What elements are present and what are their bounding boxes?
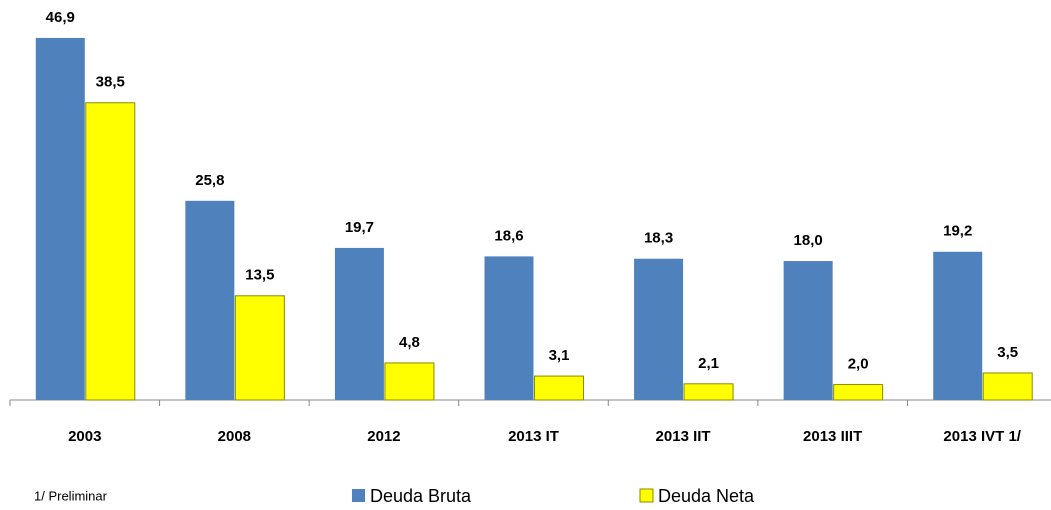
value-label: 13,5	[245, 267, 274, 284]
legend-swatch	[639, 488, 654, 503]
footnote: 1/ Preliminar	[34, 488, 108, 503]
value-label: 18,3	[644, 230, 673, 247]
x-tick-label: 2013 IIIT	[803, 428, 862, 445]
bar	[484, 256, 534, 400]
bar	[35, 37, 85, 400]
bar	[234, 295, 285, 401]
value-label: 2,1	[698, 355, 719, 372]
bar	[634, 258, 684, 400]
bar	[534, 375, 584, 401]
bar	[683, 383, 734, 401]
x-tick-label: 2008	[218, 428, 251, 445]
value-label: 25,8	[195, 172, 224, 189]
legend-label: Deuda Neta	[658, 486, 755, 506]
value-label: 3,5	[997, 344, 1018, 361]
value-label: 19,7	[345, 219, 374, 236]
x-tick-label: 2012	[367, 428, 400, 445]
legend-label: Deuda Bruta	[370, 486, 472, 506]
x-tick-label: 2003	[68, 428, 101, 445]
bar	[85, 102, 136, 401]
bar	[933, 251, 983, 400]
x-tick-label: 2013 IT	[508, 428, 559, 445]
value-label: 46,9	[46, 9, 75, 26]
value-label: 2,0	[848, 356, 869, 373]
value-label: 18,0	[794, 232, 823, 249]
x-tick-label: 2013 IVT 1/	[943, 428, 1021, 445]
bar	[982, 372, 1033, 401]
value-label: 3,1	[549, 347, 570, 364]
x-tick-label: 2013 IIT	[656, 428, 711, 445]
legend-swatch	[352, 489, 365, 502]
bar	[334, 247, 384, 400]
bar	[783, 261, 833, 400]
value-label: 18,6	[494, 227, 523, 244]
bar	[384, 362, 435, 401]
value-label: 38,5	[96, 74, 125, 91]
bar	[833, 384, 884, 401]
value-label: 19,2	[943, 223, 972, 240]
value-label: 4,8	[399, 334, 420, 351]
bar	[185, 200, 235, 400]
